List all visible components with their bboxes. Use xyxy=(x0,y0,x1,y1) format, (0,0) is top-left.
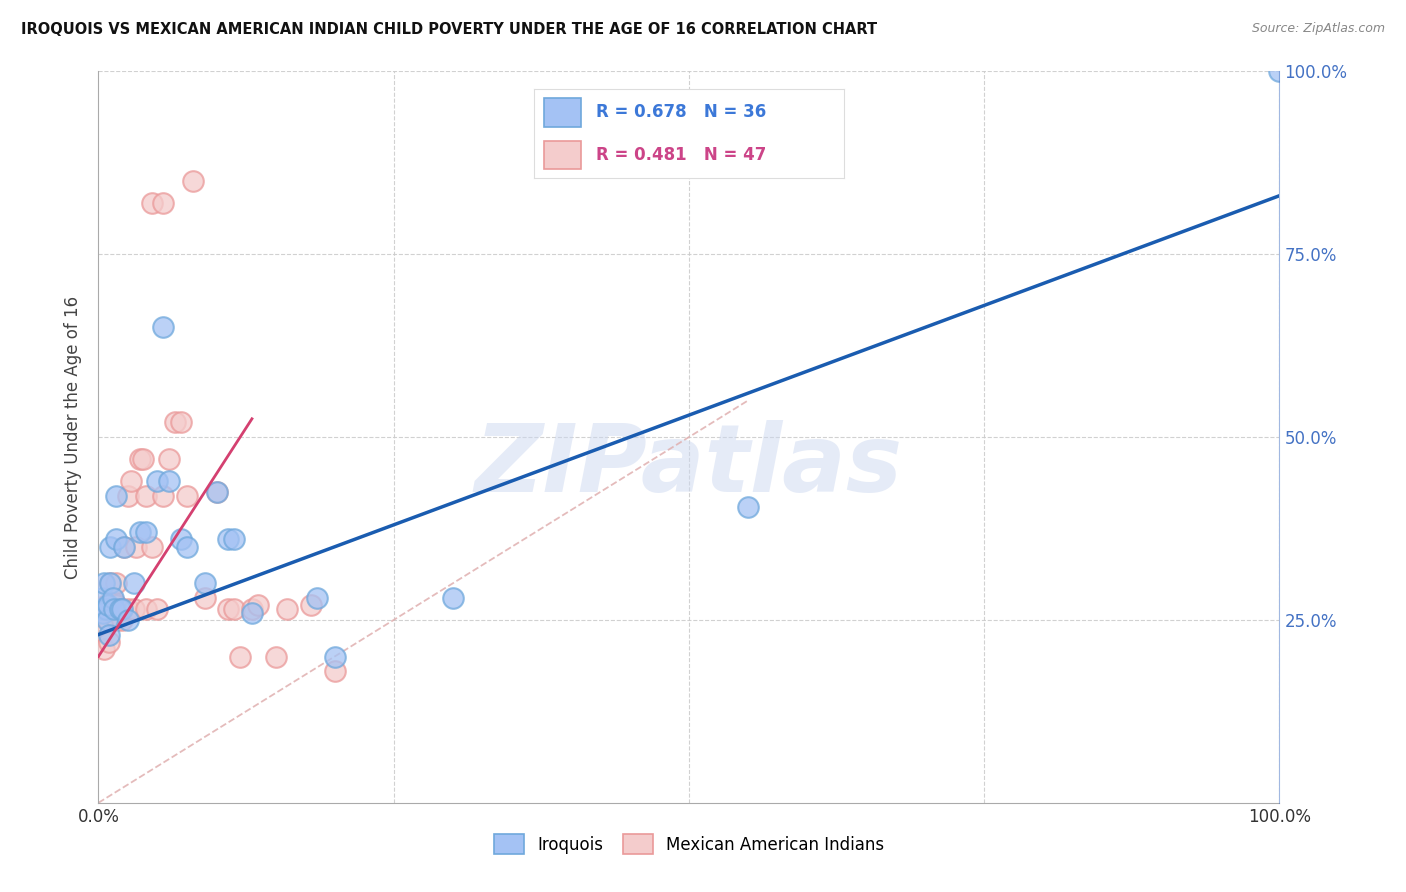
Point xyxy=(103,602,125,616)
Point xyxy=(299,599,322,613)
Point xyxy=(117,613,139,627)
Point xyxy=(112,540,135,554)
Point xyxy=(108,602,131,616)
Point xyxy=(98,635,121,649)
Point xyxy=(98,540,121,554)
Point xyxy=(90,602,112,616)
Point xyxy=(152,196,174,211)
Point xyxy=(91,606,114,620)
Text: ZIPatlas: ZIPatlas xyxy=(475,420,903,512)
Point xyxy=(217,533,239,547)
Point xyxy=(217,602,239,616)
Point xyxy=(91,591,114,605)
Point xyxy=(98,602,121,616)
Point xyxy=(103,594,125,608)
Point xyxy=(205,485,228,500)
Point xyxy=(246,599,269,613)
Y-axis label: Child Poverty Under the Age of 16: Child Poverty Under the Age of 16 xyxy=(65,295,83,579)
Point xyxy=(125,540,148,554)
FancyBboxPatch shape xyxy=(544,98,581,127)
Point xyxy=(117,602,139,616)
Point xyxy=(128,525,150,540)
Point xyxy=(112,540,135,554)
Point xyxy=(157,452,180,467)
Point xyxy=(97,613,120,627)
Point xyxy=(105,613,128,627)
Point xyxy=(122,576,145,591)
Point xyxy=(98,627,121,641)
Point xyxy=(111,602,134,616)
Point xyxy=(165,416,187,430)
Point xyxy=(108,602,131,616)
Point xyxy=(146,602,169,616)
Point xyxy=(141,540,163,554)
Point xyxy=(121,474,143,488)
Point xyxy=(105,489,128,503)
Point xyxy=(93,642,115,657)
Point xyxy=(141,196,163,211)
Point xyxy=(93,576,115,591)
Point xyxy=(1268,64,1291,78)
Point xyxy=(240,606,263,620)
Text: Source: ZipAtlas.com: Source: ZipAtlas.com xyxy=(1251,22,1385,36)
Point xyxy=(152,320,174,334)
Point xyxy=(176,489,198,503)
Point xyxy=(146,474,169,488)
Point xyxy=(91,602,114,616)
Point xyxy=(205,485,228,500)
Point xyxy=(737,500,759,514)
Point xyxy=(91,624,114,638)
Point xyxy=(305,591,328,605)
Point xyxy=(157,474,180,488)
Point xyxy=(96,602,118,616)
Point xyxy=(128,452,150,467)
Point xyxy=(98,576,121,591)
Point xyxy=(194,591,217,605)
Point xyxy=(135,525,157,540)
Point xyxy=(194,576,217,591)
Point xyxy=(105,533,128,547)
Point xyxy=(264,649,287,664)
Point xyxy=(105,576,128,591)
Point xyxy=(323,664,346,678)
Point xyxy=(135,602,157,616)
Point xyxy=(122,602,145,616)
Point xyxy=(152,489,174,503)
Point xyxy=(229,649,252,664)
Point xyxy=(170,533,193,547)
Point xyxy=(94,599,117,613)
Point xyxy=(135,489,157,503)
Point xyxy=(323,649,346,664)
Point xyxy=(441,591,464,605)
Point xyxy=(105,599,128,613)
Text: IROQUOIS VS MEXICAN AMERICAN INDIAN CHILD POVERTY UNDER THE AGE OF 16 CORRELATIO: IROQUOIS VS MEXICAN AMERICAN INDIAN CHIL… xyxy=(21,22,877,37)
Point xyxy=(170,416,193,430)
Point xyxy=(111,613,134,627)
Point xyxy=(96,613,118,627)
Point xyxy=(181,174,204,188)
Point xyxy=(90,602,112,616)
Point xyxy=(224,533,246,547)
Point xyxy=(111,602,134,616)
Point xyxy=(94,602,117,616)
Point xyxy=(97,599,120,613)
Legend: Iroquois, Mexican American Indians: Iroquois, Mexican American Indians xyxy=(486,828,891,860)
Point xyxy=(176,540,198,554)
Point xyxy=(132,452,155,467)
Point xyxy=(117,489,139,503)
Point xyxy=(276,602,298,616)
FancyBboxPatch shape xyxy=(544,141,581,169)
Text: R = 0.678   N = 36: R = 0.678 N = 36 xyxy=(596,103,766,121)
Point xyxy=(101,591,124,605)
Point xyxy=(240,602,263,616)
Point xyxy=(98,576,121,591)
Text: R = 0.481   N = 47: R = 0.481 N = 47 xyxy=(596,146,766,164)
Point xyxy=(224,602,246,616)
Point xyxy=(101,602,124,616)
